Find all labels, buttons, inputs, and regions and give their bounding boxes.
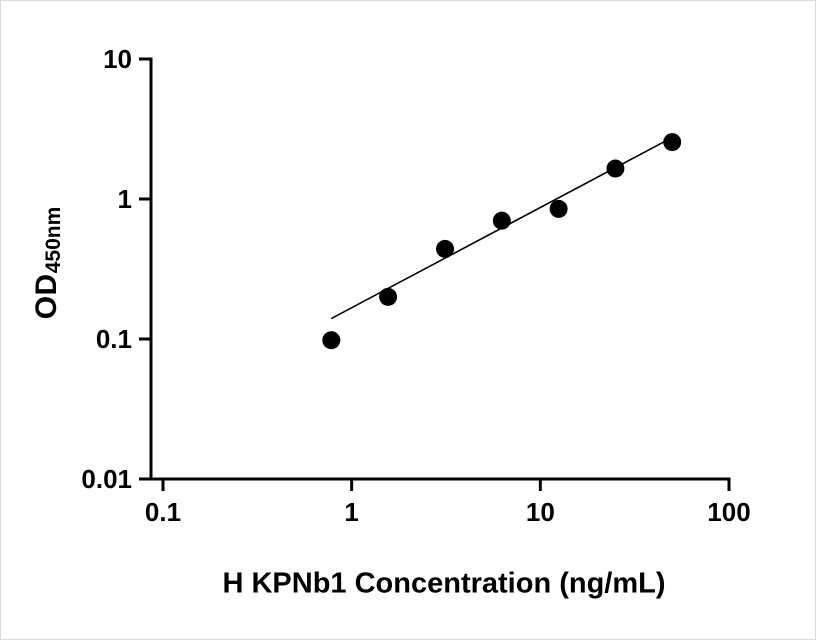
data-point [436, 239, 455, 258]
y-axis-tick-label: 0.1 [96, 324, 132, 354]
y-axis-tick-label: 0.01 [81, 464, 132, 494]
y-axis-tick-label: 10 [103, 44, 132, 74]
data-point [606, 159, 625, 178]
x-axis-tick-label: 10 [526, 497, 555, 527]
x-axis-tick-label: 0.1 [145, 497, 181, 527]
x-axis-title: H KPNb1 Concentration (ng/mL) [222, 567, 666, 600]
y-axis-title-subscript: 450nm [42, 206, 65, 274]
data-point [549, 199, 568, 218]
data-point [663, 133, 682, 152]
data-point [492, 211, 511, 230]
y-axis-title: OD450nm [30, 206, 65, 320]
data-point [322, 331, 341, 350]
data-point [379, 287, 398, 306]
y-axis-title-main: OD [30, 273, 63, 320]
x-axis-tick-label: 1 [344, 497, 358, 527]
y-axis-tick-label: 1 [118, 184, 132, 214]
x-axis-tick-label: 100 [707, 497, 750, 527]
